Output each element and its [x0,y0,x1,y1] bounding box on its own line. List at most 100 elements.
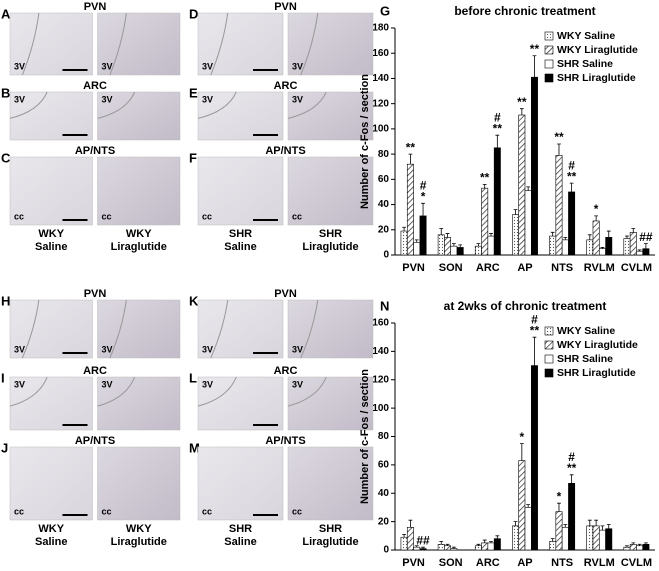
micrograph [197,446,284,521]
micrograph [287,12,374,76]
bar [598,529,606,551]
micrograph [287,376,374,431]
error-bar [513,209,518,215]
bar [605,237,613,256]
y-tick-label: 40 [378,488,390,499]
y-tick-label: 180 [372,23,389,34]
panel-letter: A [1,6,11,21]
error-bar [489,541,493,543]
error-bar [606,524,611,529]
panel-letter: C [1,150,11,165]
significance-mark: # [568,450,575,464]
caption: SHR [319,228,342,240]
x-tick-label: RVLM [584,262,615,274]
region-label: ARC [83,80,107,92]
bar [481,542,489,551]
panel-letter: L [189,370,197,385]
x-tick-label: NTS [551,262,573,274]
legend-swatch [544,31,554,41]
bar [568,483,576,551]
bar [629,544,637,551]
region-marker: 3V [202,94,213,104]
error-bar [637,249,642,252]
bar [450,548,458,551]
region-label: PVN [84,1,107,13]
bar [406,526,414,551]
panel-letter: G [380,3,390,18]
error-bar [644,243,648,249]
legend-swatch [544,354,554,364]
ventricle-edge [21,12,40,76]
bar [549,541,557,551]
error-bar [569,474,574,484]
significance-mark: * [557,489,562,503]
x-tick-label: SON [439,557,463,569]
error-bar [587,519,592,526]
region-marker: cc [202,211,212,221]
chart-title: before chronic treatment [454,4,595,18]
ventricle-edge [97,376,136,407]
legend-label: SHR Saline [557,58,613,70]
significance-mark: ** [493,121,503,135]
bar [524,190,532,256]
ventricle-edge [9,376,48,407]
y-tick-label: 60 [378,174,390,185]
significance-mark: ** [480,171,490,185]
error-bar [482,539,487,543]
panel-letter: B [1,85,10,100]
bar [518,460,526,551]
x-tick-label: RVLM [584,557,615,569]
region-marker: 3V [102,61,113,71]
legend-swatch [544,59,554,69]
caption: Liraglutide [111,536,167,548]
error-bar [408,153,413,165]
micrograph [97,446,181,521]
micrograph [9,91,93,141]
region-marker: 3V [202,61,213,71]
caption: Saline [35,536,67,548]
y-tick-label: 140 [372,346,389,357]
error-bar [439,541,444,545]
bar [400,230,408,256]
error-bar [414,545,419,548]
ventricle-edge [109,12,127,76]
region-label: AP/NTS [75,435,115,447]
region-label: AP/NTS [265,435,305,447]
y-tick-label: 60 [378,460,390,471]
bar [493,147,501,256]
error-bar [563,524,568,528]
significance-mark: ** [530,42,540,56]
bar [444,237,452,256]
region-label: ARC [274,80,298,92]
error-bar [594,519,599,526]
error-bar [513,521,518,526]
error-bar [495,535,500,539]
error-bar [550,538,555,542]
error-bar [451,546,456,549]
caption: WKY [126,228,152,240]
significance-mark: ** [517,95,527,109]
panel-letter: J [1,440,8,455]
caption: Saline [35,241,67,253]
significance-mark: ** [567,169,577,183]
error-bar [476,543,481,546]
bar [636,545,644,551]
ventricle-edge [300,12,319,76]
micrograph [287,91,374,141]
caption: SHR [229,523,252,535]
y-tick-label: 100 [372,403,389,414]
x-tick-label: CVLM [621,557,652,569]
bar [450,245,458,256]
ventricle-edge [109,299,127,359]
legend-label: WKY Liraglutide [557,44,638,56]
region-marker: 3V [292,379,303,389]
region-marker: cc [102,211,112,221]
micrograph [97,91,181,141]
bar [444,545,452,551]
x-tick-label: CVLM [621,262,652,274]
significance-mark: ## [416,533,430,547]
bar [487,542,495,551]
region-marker: cc [292,211,302,221]
bar [419,548,427,551]
legend-label: SHR Liraglutide [557,367,636,379]
